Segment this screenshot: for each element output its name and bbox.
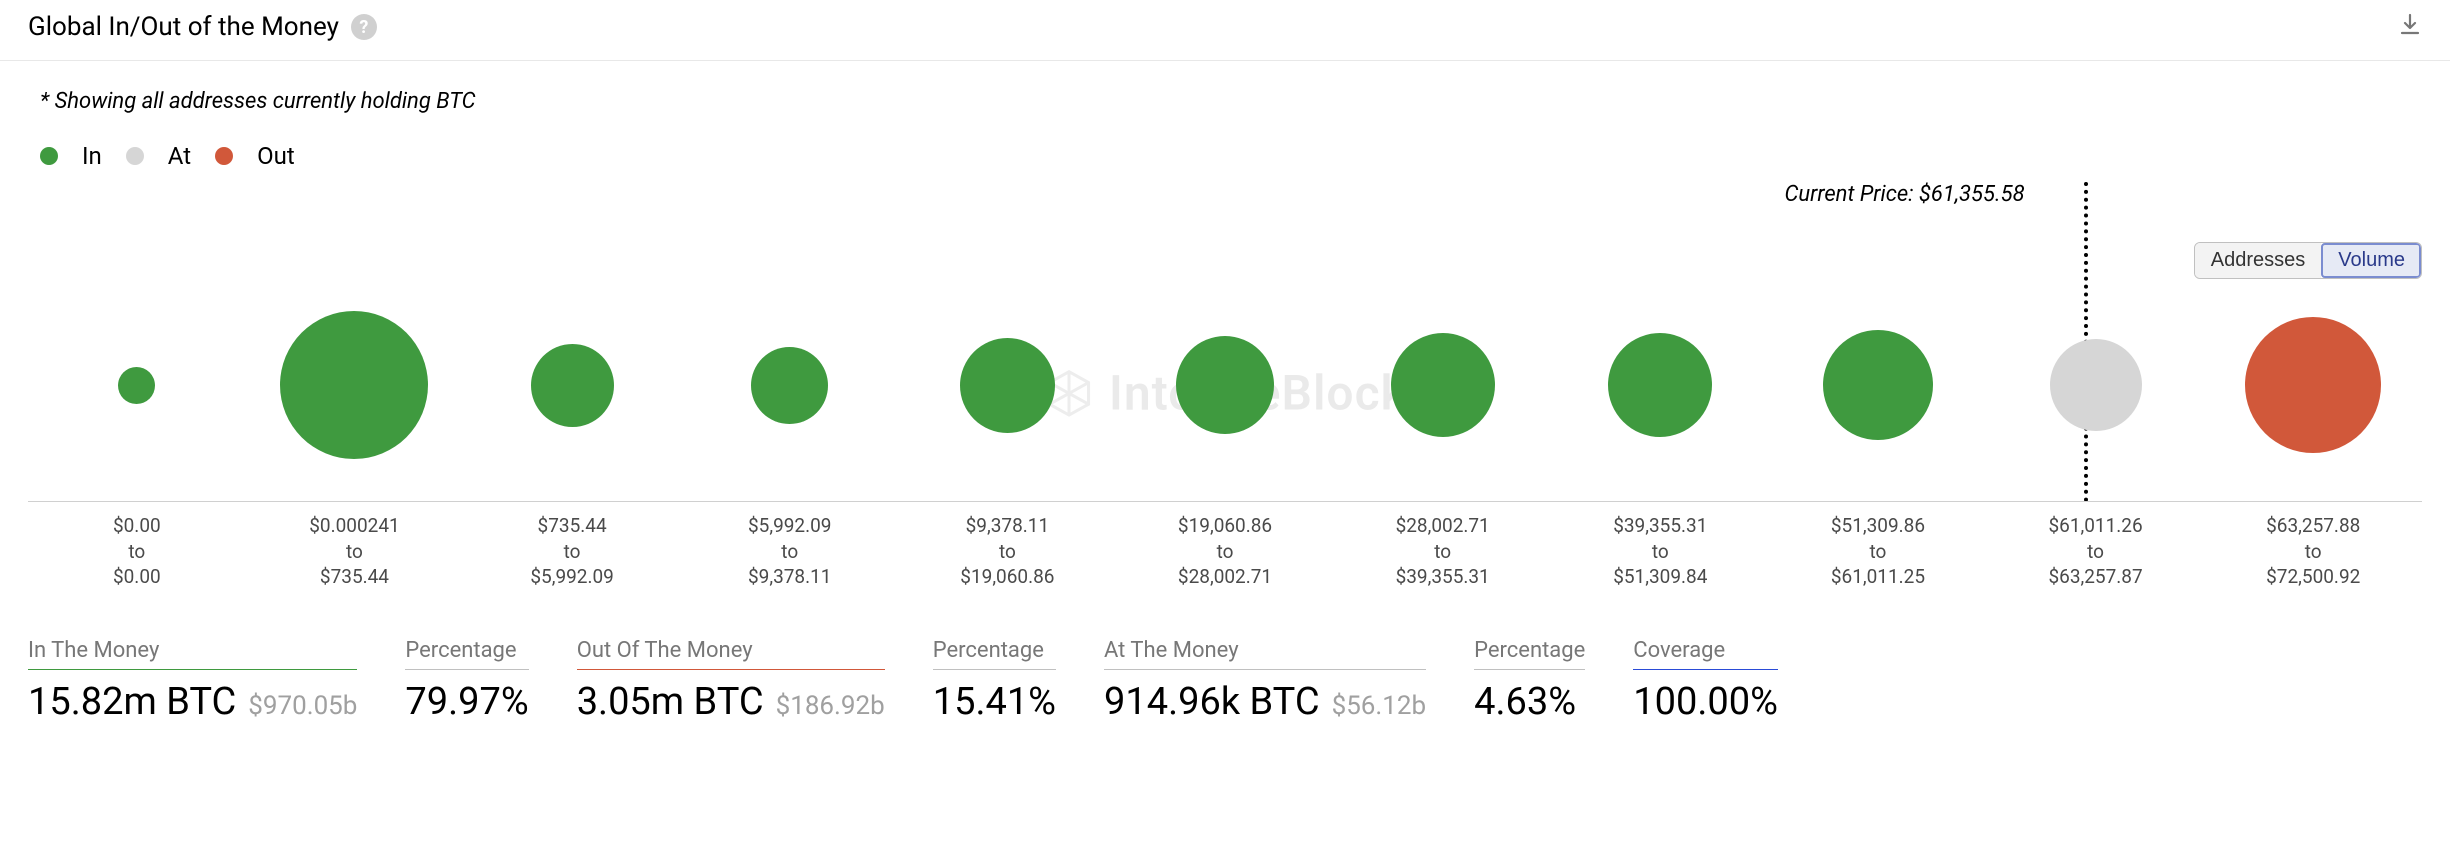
- bubble-cell: [681, 270, 899, 500]
- bubble-in[interactable]: [751, 347, 828, 424]
- page-title: Global In/Out of the Money: [28, 12, 339, 42]
- summary-label: Percentage: [405, 638, 528, 670]
- legend-dot-out: [215, 147, 233, 165]
- x-axis-labels: $0.00to$0.00$0.000241to$735.44$735.44to$…: [28, 513, 2422, 590]
- bubble-in[interactable]: [531, 344, 614, 427]
- bubble-cell: [1987, 270, 2205, 500]
- bubble-in[interactable]: [1391, 333, 1495, 437]
- chart-baseline: [28, 501, 2422, 502]
- summary-label: Coverage: [1633, 638, 1778, 670]
- summary-label: Percentage: [1474, 638, 1585, 670]
- summary-label: Out Of The Money: [577, 638, 885, 670]
- summary-value-row: 15.41%: [933, 680, 1056, 724]
- summary-label: Percentage: [933, 638, 1056, 670]
- bubble-cell: [2204, 270, 2422, 500]
- header: Global In/Out of the Money ?: [0, 0, 2450, 61]
- summary-subvalue: $56.12b: [1332, 691, 1427, 721]
- current-price-label: Current Price: $61,355.58: [1784, 182, 2024, 207]
- summary-value: 79.97%: [405, 680, 528, 724]
- summary-block: Percentage 15.41%: [933, 638, 1056, 724]
- summary-value: 914.96k BTC: [1104, 680, 1320, 724]
- x-axis-label: $5,992.09to$9,378.11: [681, 513, 899, 590]
- summary-block: Percentage 79.97%: [405, 638, 528, 724]
- bubble-cell: [28, 270, 246, 500]
- x-axis-label: $39,355.31to$51,309.84: [1551, 513, 1769, 590]
- summary-block: Out Of The Money 3.05m BTC $186.92b: [577, 638, 885, 724]
- legend-dot-at: [126, 147, 144, 165]
- x-axis-label: $735.44to$5,992.09: [463, 513, 681, 590]
- x-axis-label: $28,002.71to$39,355.31: [1334, 513, 1552, 590]
- summary-value: 15.82m BTC: [28, 680, 236, 724]
- legend-dot-in: [40, 147, 58, 165]
- summary-block: Coverage 100.00%: [1633, 638, 1778, 724]
- summary-row: In The Money 15.82m BTC $970.05b Percentage…: [0, 590, 2450, 724]
- summary-label: In The Money: [28, 638, 357, 670]
- summary-value-row: 79.97%: [405, 680, 528, 724]
- summary-label: At The Money: [1104, 638, 1426, 670]
- chart-area: IntoTheBlock Current Price: $61,355.58 $…: [28, 230, 2422, 590]
- legend-label-in: In: [82, 142, 102, 170]
- summary-subvalue: $970.05b: [248, 691, 357, 721]
- legend: In At Out: [0, 114, 2450, 170]
- x-axis-label: $19,060.86to$28,002.71: [1116, 513, 1334, 590]
- bubble-in[interactable]: [118, 367, 155, 404]
- bubbles-row: [28, 270, 2422, 500]
- summary-value-row: 4.63%: [1474, 680, 1585, 724]
- summary-block: At The Money 914.96k BTC $56.12b: [1104, 638, 1426, 724]
- bubble-in[interactable]: [960, 338, 1055, 433]
- download-icon[interactable]: [2398, 12, 2422, 42]
- x-axis-label: $9,378.11to$19,060.86: [899, 513, 1117, 590]
- bubble-in[interactable]: [1608, 333, 1712, 437]
- bubble-cell: [1769, 270, 1987, 500]
- summary-value: 4.63%: [1474, 680, 1576, 724]
- bubble-at[interactable]: [2050, 339, 2142, 431]
- summary-block: Percentage 4.63%: [1474, 638, 1585, 724]
- header-left: Global In/Out of the Money ?: [28, 12, 377, 42]
- summary-value-row: 100.00%: [1633, 680, 1778, 724]
- bubble-cell: [1334, 270, 1552, 500]
- bubble-cell: [1116, 270, 1334, 500]
- bubble-in[interactable]: [1176, 336, 1274, 434]
- summary-value-row: 15.82m BTC $970.05b: [28, 680, 357, 724]
- help-icon[interactable]: ?: [351, 14, 377, 40]
- summary-value: 15.41%: [933, 680, 1056, 724]
- x-axis-label: $63,257.88to$72,500.92: [2204, 513, 2422, 590]
- bubble-out[interactable]: [2245, 317, 2381, 453]
- legend-label-out: Out: [257, 142, 295, 170]
- summary-value-row: 914.96k BTC $56.12b: [1104, 680, 1426, 724]
- summary-value-row: 3.05m BTC $186.92b: [577, 680, 885, 724]
- bubble-cell: [463, 270, 681, 500]
- bubble-cell: [1551, 270, 1769, 500]
- summary-subvalue: $186.92b: [776, 691, 885, 721]
- summary-block: In The Money 15.82m BTC $970.05b: [28, 638, 357, 724]
- bubble-in[interactable]: [280, 311, 428, 459]
- x-axis-label: $61,011.26to$63,257.87: [1987, 513, 2205, 590]
- subtitle: * Showing all addresses currently holdin…: [0, 61, 2450, 114]
- summary-value: 3.05m BTC: [577, 680, 764, 724]
- x-axis-label: $0.00to$0.00: [28, 513, 246, 590]
- legend-label-at: At: [168, 142, 191, 170]
- bubble-cell: [246, 270, 464, 500]
- bubble-cell: [899, 270, 1117, 500]
- x-axis-label: $51,309.86to$61,011.25: [1769, 513, 1987, 590]
- x-axis-label: $0.000241to$735.44: [246, 513, 464, 590]
- summary-value: 100.00%: [1633, 680, 1778, 724]
- bubble-in[interactable]: [1823, 330, 1933, 440]
